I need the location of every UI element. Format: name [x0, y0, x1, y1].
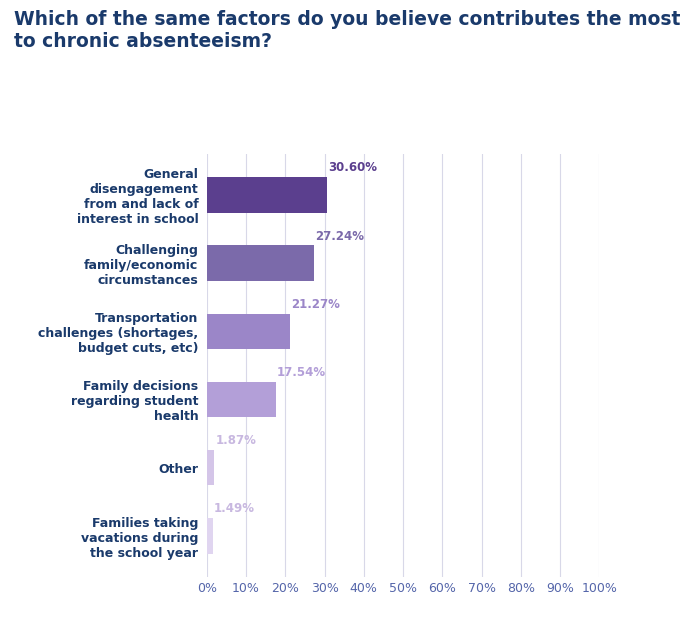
Text: 27.24%: 27.24% — [315, 229, 364, 242]
Text: Which of the same factors do you believe contributes the most
to chronic absente: Which of the same factors do you believe… — [14, 10, 680, 51]
Bar — [207, 177, 327, 213]
Text: 1.49%: 1.49% — [214, 503, 255, 515]
Bar — [207, 313, 290, 349]
Bar — [207, 246, 313, 281]
Text: 30.60%: 30.60% — [328, 162, 377, 174]
Text: 1.87%: 1.87% — [215, 434, 256, 447]
Bar — [207, 382, 276, 417]
Text: 17.54%: 17.54% — [277, 366, 326, 379]
Bar — [207, 518, 212, 554]
Text: 21.27%: 21.27% — [291, 298, 340, 311]
Bar — [207, 450, 214, 485]
